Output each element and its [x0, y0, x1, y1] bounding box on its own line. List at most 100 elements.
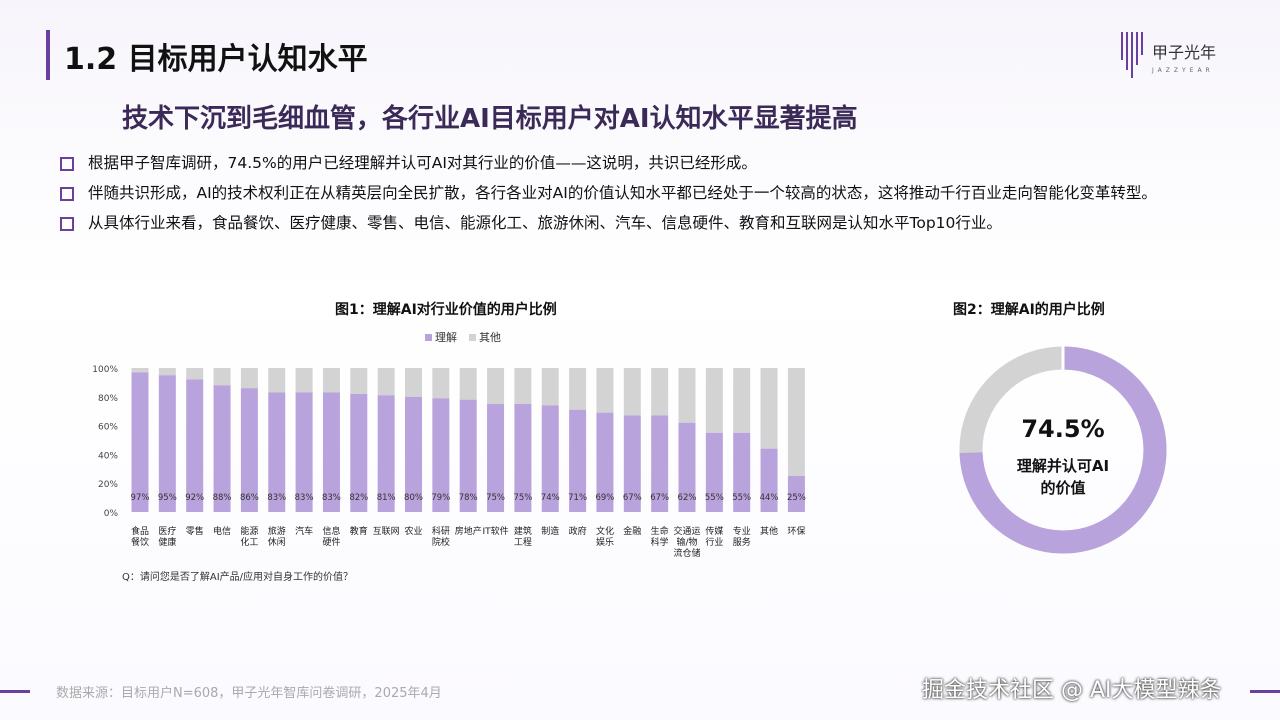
data-label: 86% [240, 493, 259, 503]
bar-understand [733, 432, 751, 512]
data-label: 69% [595, 493, 614, 503]
x-tick-label: 医疗 [158, 525, 176, 537]
x-tick-label: 其他 [760, 525, 778, 537]
bar-understand [213, 385, 231, 512]
bullet-item: 根据甲子智库调研，74.5%的用户已经理解并认可AI对其行业的价值——这说明，共… [60, 152, 1240, 175]
data-label: 67% [623, 493, 642, 503]
bar-other [651, 368, 669, 416]
data-label: 83% [322, 493, 341, 503]
x-tick-label: 教育 [350, 525, 368, 537]
x-tick-label: 传媒 [705, 525, 723, 537]
bar-understand [541, 405, 559, 512]
legend-item-other: 其他 [469, 329, 501, 345]
data-label: 62% [678, 493, 697, 503]
bar-chart: 0% 20% 40% 60% 80% 100% 97% 食品餐饮 95% 医疗健康 92% 零售 88%… [92, 365, 806, 559]
bar-other [322, 368, 340, 393]
bar-other [623, 368, 641, 416]
donut-chart: 74.5% 理解并认可AI 的价值 [959, 346, 1167, 554]
chart1-title: 图1：理解AI对行业价值的用户比例 [335, 302, 557, 318]
bar-understand [295, 392, 313, 512]
svg-text:JAZZYEAR: JAZZYEAR [1151, 67, 1214, 74]
x-tick-label: 金融 [623, 525, 641, 537]
x-tick-label: 硬件 [322, 536, 340, 548]
bullet-item: 伴随共识形成，AI的技术权利正在从精英层向全民扩散，各行各业对AI的价值认知水平… [60, 182, 1240, 205]
donut-center-label: 理解并认可AI [1017, 457, 1109, 475]
bar-other [787, 368, 805, 476]
x-tick-label: 服务 [733, 536, 751, 548]
x-tick-label: 工程 [514, 537, 532, 548]
x-tick-label: 输/物 [676, 536, 697, 548]
bar-understand [322, 392, 340, 512]
bar-understand [705, 432, 723, 512]
data-label: 25% [787, 493, 806, 503]
bar-understand [487, 404, 505, 512]
bar-understand [268, 392, 286, 512]
bullet-text: 根据甲子智库调研，74.5%的用户已经理解并认可AI对其行业的价值——这说明，共… [88, 154, 757, 172]
decor-line [0, 690, 30, 693]
bullet-text: 伴随共识形成，AI的技术权利正在从精英层向全民扩散，各行各业对AI的价值认知水平… [88, 184, 1157, 202]
bar-other [705, 368, 723, 433]
bar-understand [131, 372, 149, 512]
x-tick-label: 流仓储 [673, 547, 700, 559]
y-tick-label: 100% [92, 365, 118, 375]
x-tick-label: 专业 [733, 525, 751, 537]
chart2-title: 图2：理解AI的用户比例 [953, 302, 1105, 318]
y-tick-label: 40% [98, 451, 118, 461]
bar-other [131, 368, 149, 373]
bar-other [158, 368, 176, 376]
x-tick-label: 文化 [596, 525, 614, 537]
bar-other [350, 368, 368, 394]
subtitle: 技术下沉到毛细血管，各行业AI目标用户对AI认知水平显著提高 [122, 104, 858, 134]
data-label: 92% [185, 493, 204, 503]
bar-understand [596, 412, 614, 512]
bar-other [268, 368, 286, 393]
x-tick-label: 汽车 [295, 525, 313, 537]
x-tick-label: 信息 [322, 525, 340, 537]
x-tick-label: 生命 [651, 525, 669, 537]
bar-understand [787, 476, 805, 512]
data-label: 55% [732, 493, 751, 503]
watermark: 掘金技术社区 @ AI大模型辣条 [922, 678, 1222, 703]
bar-other [541, 368, 559, 406]
data-label: 95% [158, 493, 177, 503]
data-label: 80% [404, 493, 423, 503]
bar-other [240, 368, 258, 389]
bar-other [487, 368, 505, 404]
data-label: 75% [513, 493, 532, 503]
chart1-note: Q：请问您是否了解AI产品/应用对自身工作的价值？ [122, 572, 354, 583]
bar-other [295, 368, 313, 393]
donut-center-label: 的价值 [1040, 479, 1085, 497]
bar-understand [760, 448, 778, 512]
bar-understand [405, 396, 422, 512]
data-label: 71% [568, 493, 587, 503]
data-label: 55% [705, 493, 724, 503]
chart1-legend: 理解 其他 [425, 329, 501, 345]
x-tick-label: 科学 [651, 536, 669, 548]
data-label: 78% [459, 493, 478, 503]
square-bullet-icon [60, 217, 74, 231]
bar-other [459, 368, 477, 400]
bar-other [405, 368, 422, 397]
x-tick-label: 电信 [213, 525, 231, 537]
bar-other [514, 368, 532, 404]
x-tick-label: 能源 [240, 525, 258, 537]
y-tick-label: 20% [98, 480, 118, 490]
x-tick-label: 建筑 [514, 525, 532, 537]
bar-understand [623, 415, 641, 512]
bar-understand [651, 415, 669, 512]
x-tick-label: 休闲 [268, 536, 286, 548]
title-accent-bar [46, 30, 50, 80]
x-tick-label: 健康 [158, 536, 176, 548]
data-label: 67% [650, 493, 669, 503]
x-tick-label: 科研 [432, 525, 450, 537]
data-label: 83% [295, 493, 314, 503]
x-tick-label: 房地产 [455, 525, 482, 537]
data-label: 75% [486, 493, 505, 503]
square-bullet-icon [60, 157, 74, 171]
data-label: 81% [377, 493, 396, 503]
svg-text:甲子光年: 甲子光年 [1152, 43, 1216, 62]
x-tick-label: 旅游 [268, 525, 286, 537]
x-tick-label: 食品 [131, 525, 149, 537]
x-tick-label: 农业 [404, 525, 422, 537]
bar-other [186, 368, 204, 380]
